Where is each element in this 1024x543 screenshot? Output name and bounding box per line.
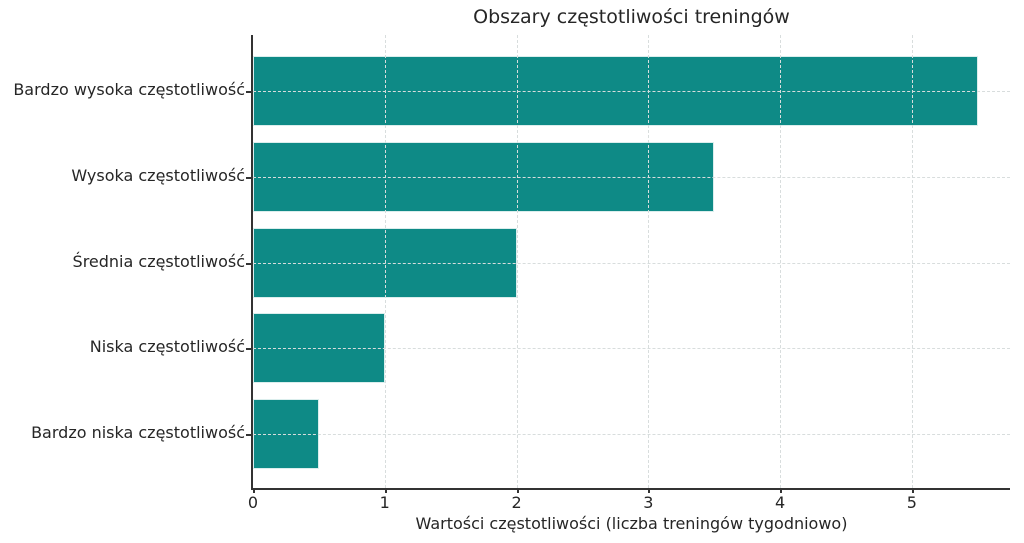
x-tick-label-1: 1 [379,493,390,512]
x-tick-mark-3 [648,488,651,493]
x-axis-spine [251,488,1010,490]
x-tick-mark-1 [384,488,387,493]
horizontal-gridline-2 [253,262,1010,264]
x-tick-mark-0 [253,488,255,493]
x-tick-label-0: 0 [247,493,259,512]
y-axis-spine [251,35,253,488]
vertical-gridline-4 [780,35,782,488]
y-category-label-4: Bardzo niska częstotliwość [31,423,245,442]
x-tick-mark-5 [911,488,914,493]
y-tick-mark-3 [246,348,251,351]
vertical-gridline-5 [911,35,913,488]
x-axis-label: Wartości częstotliwości (liczba treningó… [415,514,848,533]
vertical-gridline-1 [384,35,386,488]
x-tick-label-3: 3 [643,493,654,512]
horizontal-gridline-0 [253,91,1010,92]
vertical-gridline-3 [648,35,650,488]
x-tick-mark-2 [516,488,519,493]
y-tick-mark-2 [246,262,251,265]
y-tick-mark-1 [246,176,251,179]
y-tick-mark-0 [246,91,251,93]
y-category-label-2: Średnia częstotliwość [72,251,245,271]
y-category-label-0: Bardzo wysoka częstotliwość [13,80,245,99]
x-tick-mark-4 [780,488,783,493]
horizontal-gridline-3 [253,348,1010,350]
y-tick-mark-4 [246,434,251,436]
y-category-label-3: Niska częstotliwość [89,337,245,357]
x-tick-label-5: 5 [906,493,917,512]
y-category-label-1: Wysoka częstotliwość [71,165,245,185]
chart-title: Obszary częstotliwości treningów [473,6,790,28]
x-tick-label-4: 4 [774,493,786,512]
horizontal-gridline-4 [253,434,1010,435]
vertical-gridline-2 [516,35,518,488]
x-tick-label-2: 2 [511,493,522,512]
horizontal-gridline-1 [253,176,1010,178]
plot-area: 0 1 2 3 4 5 [246,35,1010,512]
